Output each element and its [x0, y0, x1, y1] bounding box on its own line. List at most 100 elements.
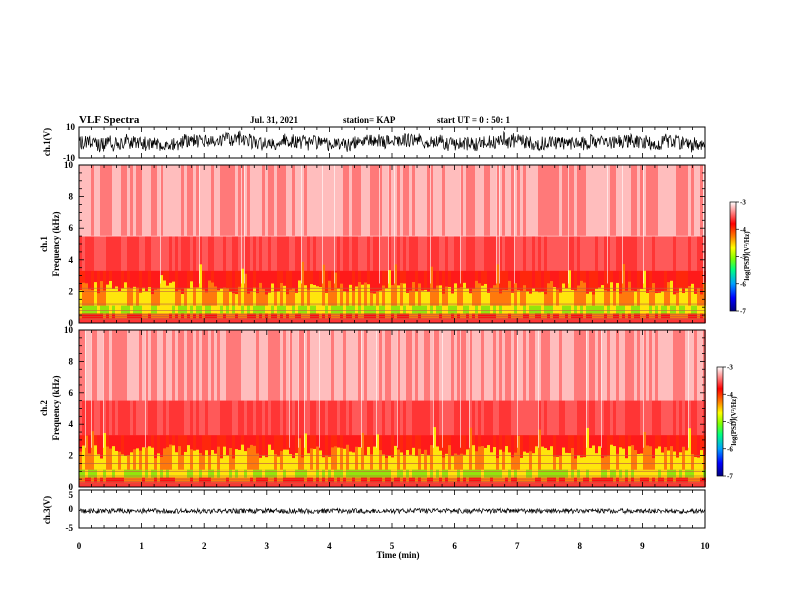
spectrogram-cell: [628, 477, 631, 483]
spectrogram-cell: [133, 469, 136, 478]
spectrogram-cell: [538, 400, 541, 436]
spectrogram-cell: [271, 435, 274, 450]
spectrogram-cell: [334, 482, 337, 487]
spectrogram-cell: [412, 165, 415, 237]
spectrogram-cell: [520, 482, 523, 487]
spectrogram-cell: [298, 236, 301, 271]
spectrogram-cell: [172, 477, 175, 483]
spectrogram-cell: [85, 435, 88, 470]
spectrogram-cell: [472, 236, 475, 271]
spectrogram-cell: [286, 305, 289, 314]
spectrogram-cell: [535, 446, 538, 470]
spectrogram-cell: [667, 313, 670, 319]
spectrogram-cell: [592, 482, 595, 487]
spectrogram-cell: [670, 477, 673, 483]
spectrogram-cell: [589, 330, 592, 401]
spectrogram-cell: [379, 330, 382, 401]
spectrogram-cell: [316, 318, 319, 323]
spectrogram-cell: [649, 435, 652, 447]
spectrogram-cell: [295, 330, 298, 401]
spectrogram-burst: [334, 165, 335, 284]
spectrogram-cell: [493, 435, 496, 448]
spectrogram-cell: [331, 435, 334, 448]
spectrogram-cell: [529, 305, 532, 314]
spectrogram-cell: [700, 435, 703, 451]
spectrogram-cell: [625, 469, 628, 478]
spectrogram-cell: [433, 477, 436, 483]
freq-tick-label: 8: [69, 192, 74, 202]
spectrogram-cell: [427, 400, 430, 436]
freq-tick-label: 6: [69, 388, 74, 398]
spectrogram-cell: [616, 435, 619, 454]
spectrogram-cell: [559, 236, 562, 271]
spectrogram-cell: [88, 330, 91, 401]
spectrogram-cell: [154, 318, 157, 323]
spectrogram-cell: [196, 400, 199, 436]
spectrogram-cell: [496, 469, 499, 478]
time-ticks-panel-2: [78, 165, 706, 323]
spectrogram-cell: [682, 318, 685, 323]
spectrogram-cell: [445, 435, 448, 454]
spectrogram-cell: [403, 165, 406, 237]
spectrogram-cell: [307, 318, 310, 323]
spectrogram-cell: [679, 482, 682, 487]
spectrogram-cell: [691, 477, 694, 483]
spectrogram-cell: [385, 318, 388, 323]
spectrogram-cell: [133, 165, 136, 237]
spectrogram-cell: [271, 270, 274, 284]
spectrogram-cell: [619, 165, 622, 237]
spectrogram-cell: [247, 293, 250, 306]
spectrogram-cell: [448, 469, 451, 478]
spectrogram-cell: [439, 482, 442, 487]
spectrogram-cell: [304, 433, 307, 470]
spectrogram-cell: [409, 477, 412, 483]
spectrogram-cell: [259, 236, 262, 271]
spectrogram-cell: [385, 477, 388, 483]
spectrogram-cell: [463, 165, 466, 237]
spectrogram-cell: [490, 400, 493, 436]
spectrogram-cell: [640, 305, 643, 314]
spectrogram-cell: [565, 477, 568, 483]
spectrogram-cell: [490, 313, 493, 319]
spectrogram-cell: [79, 270, 82, 291]
spectrogram-cell: [487, 313, 490, 319]
spectrogram-cell: [538, 270, 541, 293]
spectrogram-cell: [430, 445, 433, 470]
spectrogram-cell: [664, 330, 667, 401]
spectrogram-cell: [661, 165, 664, 237]
spectrogram-cell: [415, 456, 418, 470]
time-ticks-panel-3: [78, 330, 706, 487]
spectrogram-cell: [322, 313, 325, 319]
spectrogram-cell: [640, 453, 643, 470]
spectrogram-cell: [625, 236, 628, 271]
spectrogram-cell: [256, 165, 259, 237]
spectrogram-cell: [697, 469, 700, 478]
spectrogram-cell: [496, 330, 499, 401]
spectrogram-cell: [97, 469, 100, 478]
spectrogram-cell: [679, 477, 682, 483]
spectrogram-cell: [610, 444, 613, 470]
spectrogram-cell: [121, 236, 124, 271]
spectrogram-cell: [307, 236, 310, 271]
spectrogram-cell: [91, 482, 94, 487]
spectrogram-cell: [331, 469, 334, 478]
spectrogram-cell: [595, 330, 598, 401]
spectrogram-cell: [409, 270, 412, 291]
spectrogram-burst: [469, 330, 470, 448]
spectrogram-cell: [175, 469, 178, 478]
spectrogram-cell: [184, 451, 187, 470]
spectrogram-cell: [415, 313, 418, 319]
spectrogram-cell: [589, 435, 592, 449]
spectrogram-cell: [286, 435, 289, 450]
spectrogram-cell: [172, 313, 175, 319]
spectrogram-cell: [289, 454, 292, 470]
spectrogram-cell: [394, 482, 397, 487]
spectrogram-cell: [238, 482, 241, 487]
spectrogram-cell: [664, 270, 667, 291]
spectrogram-cell: [304, 330, 307, 401]
spectrogram-cell: [589, 469, 592, 478]
spectrogram-cell: [460, 469, 463, 478]
spectrogram-cell: [502, 165, 505, 237]
spectrogram-cell: [583, 318, 586, 323]
spectrogram-cell: [391, 270, 394, 286]
